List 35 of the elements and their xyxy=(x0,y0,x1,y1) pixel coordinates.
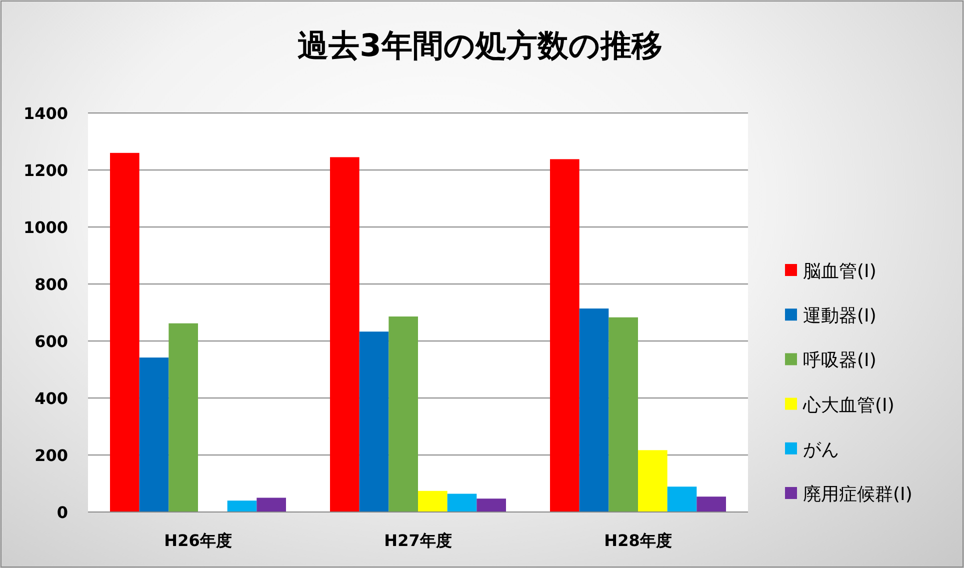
y-tick-label: 1400 xyxy=(23,104,68,123)
bar xyxy=(579,308,609,512)
bar xyxy=(447,494,477,512)
bar xyxy=(696,496,726,512)
x-tick-label: H26年度 xyxy=(164,531,232,550)
legend-label: 運動器(Ⅰ) xyxy=(803,306,876,327)
y-tick-label: 1000 xyxy=(23,218,68,237)
bar xyxy=(608,317,638,512)
bar xyxy=(139,358,169,512)
y-tick-label: 0 xyxy=(56,503,68,522)
bar xyxy=(359,332,389,512)
bar xyxy=(476,498,506,512)
bar xyxy=(110,152,140,512)
bar xyxy=(550,159,580,512)
y-tick-label: 400 xyxy=(34,389,68,408)
legend-label: 心大血管(Ⅰ) xyxy=(802,394,894,416)
y-tick-label: 200 xyxy=(34,446,68,465)
bar xyxy=(638,450,668,512)
y-tick-label: 600 xyxy=(34,332,68,351)
bar xyxy=(168,323,198,512)
bar xyxy=(330,157,360,512)
legend-label: 脳血管(Ⅰ) xyxy=(803,261,876,282)
title: 過去3年間の処方数の推移 xyxy=(298,28,662,64)
bar xyxy=(256,498,286,512)
bar xyxy=(418,490,448,512)
y-tick-label: 1200 xyxy=(23,161,68,180)
bar xyxy=(667,486,697,512)
legend-label: 呼吸器(Ⅰ) xyxy=(803,350,876,372)
legend-label: 廃用症候群(Ⅰ) xyxy=(803,484,912,505)
bar xyxy=(388,316,418,512)
legend-label: がん xyxy=(803,439,839,460)
bar xyxy=(227,500,257,512)
x-tick-label: H27年度 xyxy=(384,531,452,550)
x-tick-label: H28年度 xyxy=(604,531,672,550)
y-tick-label: 800 xyxy=(34,275,68,294)
